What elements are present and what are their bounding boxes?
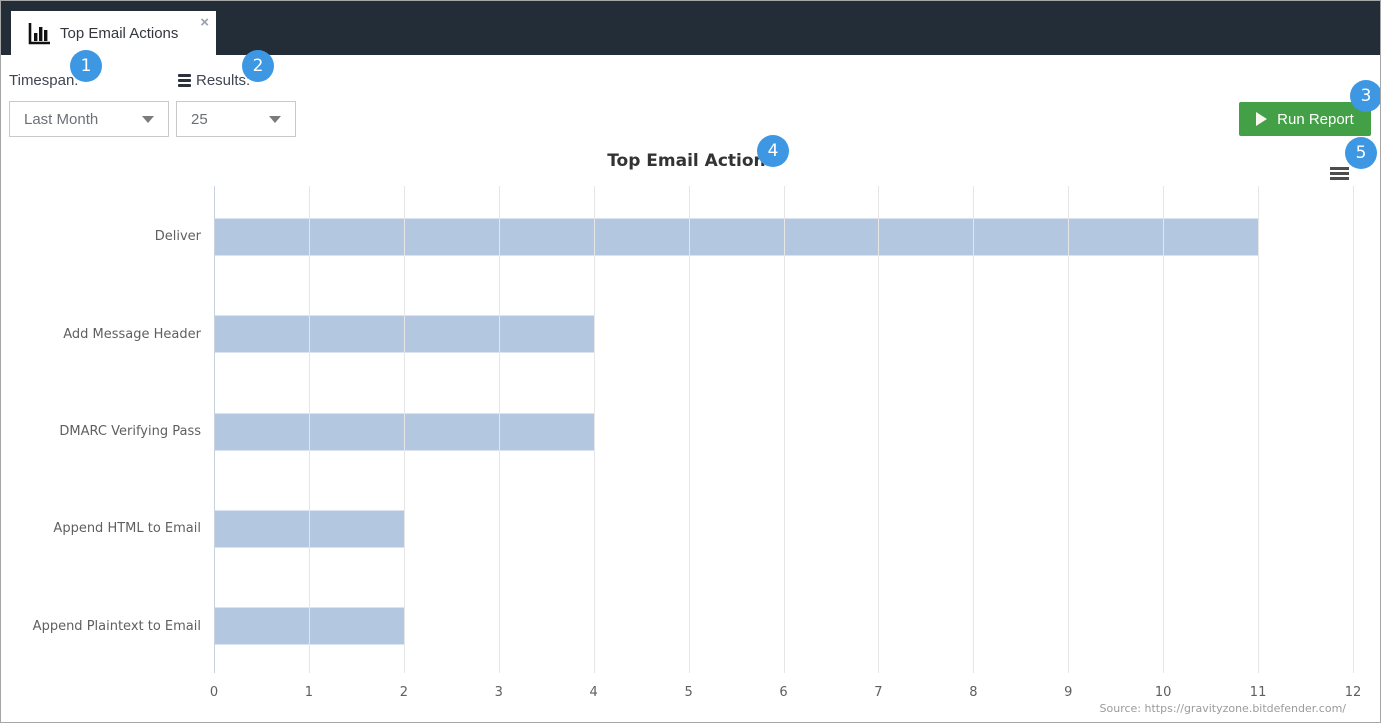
results-selected-value: 25 xyxy=(191,110,208,128)
chart-title: Top Email Actions xyxy=(607,151,776,171)
x-tick-label: 6 xyxy=(779,685,788,700)
gridline xyxy=(498,186,500,673)
gridline xyxy=(308,186,310,673)
bar-deliver[interactable] xyxy=(214,218,1259,256)
timespan-selected-value: Last Month xyxy=(24,110,99,128)
x-axis: 0 1 2 3 4 5 6 7 8 9 10 11 12 xyxy=(210,685,1361,701)
category-label-append-plaintext-to-email: Append Plaintext to Email xyxy=(32,618,201,634)
x-tick-label: 11 xyxy=(1249,685,1267,700)
x-tick-label: 7 xyxy=(874,685,883,700)
results-label-group: Results: xyxy=(178,72,250,89)
x-tick-label: 9 xyxy=(1064,685,1073,700)
gridline xyxy=(1163,186,1165,673)
plot-area xyxy=(214,186,1354,673)
category-label-deliver: Deliver xyxy=(154,229,201,245)
hamburger-menu-icon[interactable] xyxy=(1330,167,1349,180)
tab-top-email-actions[interactable]: Top Email Actions × xyxy=(11,11,216,55)
run-report-button[interactable]: Run Report xyxy=(1239,102,1371,136)
play-icon xyxy=(1256,112,1268,126)
timespan-select[interactable]: Last Month xyxy=(9,101,169,137)
list-icon xyxy=(178,74,191,87)
bar-row-deliver xyxy=(214,186,1353,283)
y-axis-line xyxy=(214,186,215,673)
callout-badge-3: 3 xyxy=(1350,80,1380,112)
run-report-label: Run Report xyxy=(1277,110,1354,128)
chevron-down-icon xyxy=(142,115,154,123)
category-label-dmarc-verifying-pass: DMARC Verifying Pass xyxy=(59,424,201,440)
callout-badge-4: 4 xyxy=(757,135,789,167)
gridline xyxy=(783,186,785,673)
x-tick-label: 4 xyxy=(589,685,598,700)
gridline xyxy=(688,186,690,673)
callout-badge-5: 5 xyxy=(1345,137,1377,169)
x-tick-label: 0 xyxy=(209,685,219,700)
results-select[interactable]: 25 xyxy=(176,101,296,137)
callout-badge-2: 2 xyxy=(242,50,274,82)
tab-title: Top Email Actions xyxy=(60,24,179,42)
category-label-add-message-header: Add Message Header xyxy=(63,326,201,342)
chevron-down-icon xyxy=(269,115,281,123)
gridline xyxy=(878,186,880,673)
timespan-label: Timespan: xyxy=(9,72,79,89)
gridline xyxy=(1258,186,1260,673)
y-axis-labels: Deliver Add Message Header DMARC Verifying… xyxy=(1,186,201,673)
x-tick-label: 2 xyxy=(399,685,408,700)
x-tick-label: 5 xyxy=(684,685,693,700)
callout-badge-1: 1 xyxy=(70,50,102,82)
x-tick-label: 10 xyxy=(1154,685,1172,700)
gridline xyxy=(1068,186,1070,673)
close-icon[interactable]: × xyxy=(200,14,209,31)
x-tick-label: 12 xyxy=(1344,685,1362,700)
chart-source: Source: https://gravityzone.bitdefender.… xyxy=(1099,702,1346,715)
x-tick-label: 8 xyxy=(969,685,978,700)
top-bar xyxy=(1,1,1380,55)
bar-chart-icon xyxy=(27,21,51,45)
gridline xyxy=(403,186,405,673)
results-label: Results: xyxy=(196,72,251,89)
category-label-append-html-to-email: Append HTML to Email xyxy=(53,521,201,537)
gridline xyxy=(593,186,595,673)
gridline xyxy=(973,186,975,673)
x-tick-label: 3 xyxy=(494,685,503,700)
gridline xyxy=(1353,186,1354,673)
x-tick-label: 1 xyxy=(304,685,314,700)
